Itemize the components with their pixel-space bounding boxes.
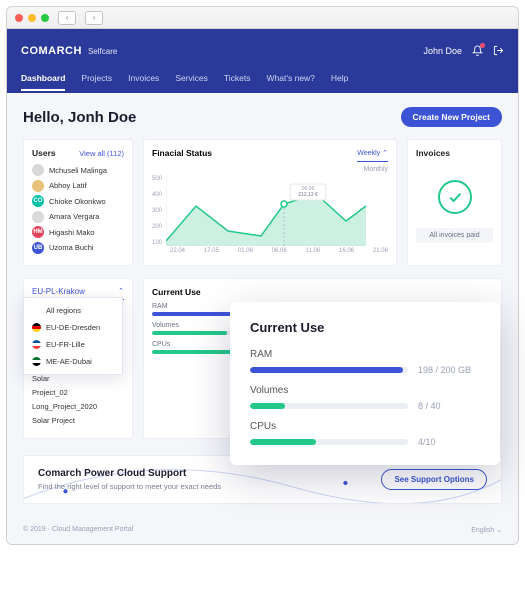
- logout-icon[interactable]: [493, 45, 504, 58]
- app-page: COMARCH Selfcare John Doe Dashboard Proje…: [7, 29, 518, 544]
- project-item[interactable]: Long_Project_2020: [32, 402, 124, 411]
- user-row[interactable]: Amara Vergara: [32, 211, 124, 223]
- page-title: Hello, Jonh Doe: [23, 109, 136, 126]
- user-row[interactable]: CO Chioke Okonkwo: [32, 195, 124, 207]
- user-row[interactable]: Mchuseli Malinga: [32, 164, 124, 176]
- popup-usage-value: 4/10: [418, 437, 480, 447]
- invoices-title: Invoices: [416, 148, 450, 158]
- users-view-all[interactable]: View all (112): [79, 149, 124, 158]
- popup-usage-bar: [250, 367, 408, 373]
- user-name-label: Mchuseli Malinga: [49, 166, 107, 175]
- flag-icon: [32, 323, 41, 332]
- tab-help[interactable]: Help: [331, 73, 348, 89]
- window-min-icon[interactable]: [28, 14, 36, 22]
- popup-usage-bar: [250, 403, 408, 409]
- flag-icon: [32, 340, 41, 349]
- footer-copyright: © 2019 · Cloud Management Portal: [23, 526, 133, 534]
- user-name-label: Abhoy Latif: [49, 181, 87, 190]
- topbar: COMARCH Selfcare John Doe: [7, 29, 518, 73]
- popup-usage-row: 4/10: [250, 437, 480, 447]
- user-row[interactable]: UB Uzoma Buchi: [32, 242, 124, 254]
- user-name[interactable]: John Doe: [423, 46, 462, 56]
- users-card: Users View all (112) Mchuseli Malinga Abh…: [23, 139, 133, 266]
- tab-services[interactable]: Services: [175, 73, 208, 89]
- avatar: UB: [32, 242, 44, 254]
- invoices-status: All invoices paid: [416, 228, 493, 243]
- financial-chart: 06.06212.13 €: [166, 176, 366, 246]
- tab-projects[interactable]: Projects: [81, 73, 112, 89]
- region-dropdown: All regionsEU-DE-DresdenEU-FR-LilleME-AE…: [23, 297, 123, 375]
- period-monthly[interactable]: Monthly: [357, 164, 388, 176]
- tab-invoices[interactable]: Invoices: [128, 73, 159, 89]
- popup-usage-bar: [250, 439, 408, 445]
- avatar: [32, 211, 44, 223]
- popup-usage-label: CPUs: [250, 421, 480, 432]
- window-max-icon[interactable]: [41, 14, 49, 22]
- avatar: [32, 164, 44, 176]
- flag-icon: [32, 357, 41, 366]
- popup-usage-row: 8 / 40: [250, 401, 480, 411]
- footer: © 2019 · Cloud Management Portal English…: [7, 518, 518, 544]
- project-item[interactable]: Solar: [32, 374, 124, 383]
- current-use-title: Current Use: [152, 287, 493, 297]
- popup-usage-label: Volumes: [250, 385, 480, 396]
- avatar: CO: [32, 195, 44, 207]
- region-option[interactable]: EU-FR-Lille: [24, 336, 122, 353]
- popup-usage-value: 8 / 40: [418, 401, 480, 411]
- chart-x-axis: 22.0417.0501.0606.0611.0616.0621.06: [152, 248, 388, 254]
- current-use-popup: Current Use RAM 198 / 200 GB Volumes 8 / 40…: [230, 302, 500, 465]
- popup-usage-value: 198 / 200 GB: [418, 365, 480, 375]
- users-title: Users: [32, 148, 56, 158]
- project-item[interactable]: Solar Project: [32, 416, 124, 425]
- svg-text:212.13 €: 212.13 €: [298, 192, 318, 198]
- financial-card: Finacial Status Weekly⌃ Monthly 50040030…: [143, 139, 397, 266]
- brand-sub: Selfcare: [88, 47, 117, 56]
- popup-usage-row: 198 / 200 GB: [250, 365, 480, 375]
- nav-forward-button[interactable]: ›: [85, 11, 103, 25]
- tab-tickets[interactable]: Tickets: [224, 73, 251, 89]
- region-option[interactable]: EU-DE-Dresden: [24, 319, 122, 336]
- user-row[interactable]: HM Higashi Mako: [32, 226, 124, 238]
- browser-chrome: ‹ ›: [7, 7, 518, 29]
- region-card: EU-PL-Krakow⌃ All regionsEU-DE-DresdenEU…: [23, 278, 133, 439]
- brand-logo: COMARCH: [21, 45, 82, 57]
- nav-tabs: Dashboard Projects Invoices Services Tickets…: [7, 73, 518, 93]
- project-item[interactable]: Project_02: [32, 388, 124, 397]
- window-close-icon[interactable]: [15, 14, 23, 22]
- financial-title: Finacial Status: [152, 148, 212, 158]
- user-name-label: Chioke Okonkwo: [49, 197, 106, 206]
- user-name-label: Uzoma Buchi: [49, 243, 94, 252]
- language-selector[interactable]: English ⌄: [471, 526, 502, 534]
- period-weekly[interactable]: Weekly⌃: [357, 148, 388, 162]
- popup-title: Current Use: [250, 320, 480, 335]
- check-icon: [438, 180, 472, 214]
- support-button[interactable]: See Support Options: [381, 469, 487, 490]
- avatar: [32, 180, 44, 192]
- tab-what-s-new-[interactable]: What's new?: [267, 73, 315, 89]
- chart-y-axis: 500400300200100: [152, 176, 164, 246]
- user-name-label: Amara Vergara: [49, 212, 99, 221]
- create-project-button[interactable]: Create New Project: [401, 107, 502, 127]
- popup-usage-label: RAM: [250, 349, 480, 360]
- tab-dashboard[interactable]: Dashboard: [21, 73, 65, 91]
- support-title: Comarch Power Cloud Support: [38, 468, 221, 479]
- invoices-card: Invoices All invoices paid: [407, 139, 502, 266]
- notifications-icon[interactable]: [472, 45, 483, 58]
- user-row[interactable]: Abhoy Latif: [32, 180, 124, 192]
- avatar: HM: [32, 226, 44, 238]
- nav-back-button[interactable]: ‹: [58, 11, 76, 25]
- region-option[interactable]: ME-AE-Dubai: [24, 353, 122, 370]
- region-option[interactable]: All regions: [24, 302, 122, 319]
- support-sub: Find the right level of support to meet …: [38, 482, 221, 491]
- user-name-label: Higashi Mako: [49, 228, 94, 237]
